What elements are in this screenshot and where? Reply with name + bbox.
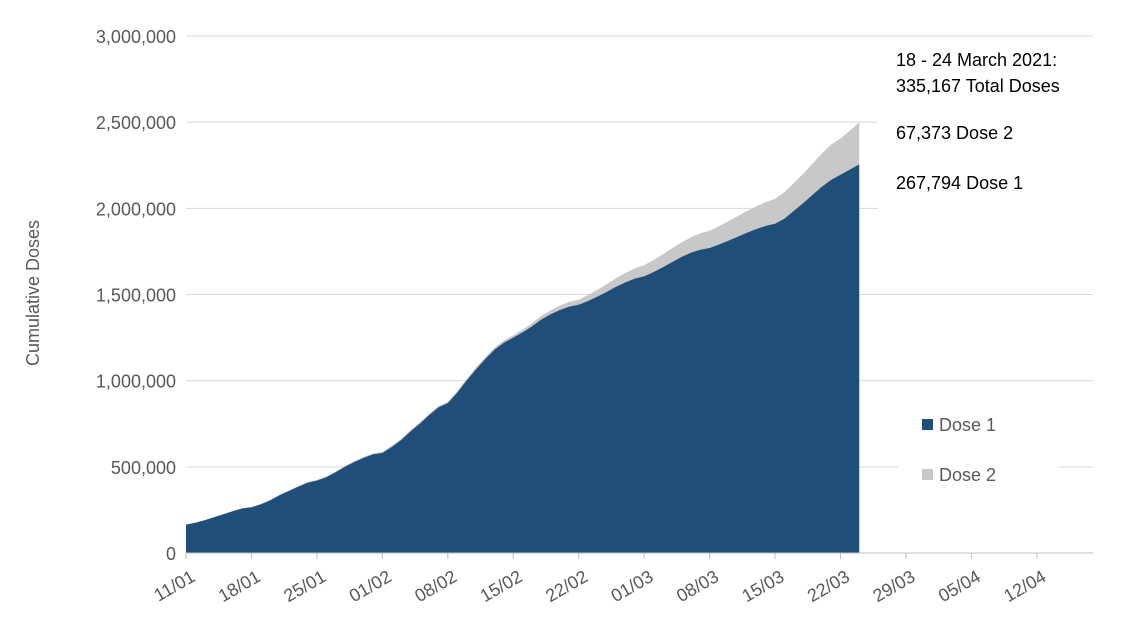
stacked-areas (186, 122, 860, 553)
legend-swatch-dose-2 (922, 469, 933, 480)
x-tick-label: 01/03 (608, 566, 657, 606)
annotation-period: 18 - 24 March 2021: (896, 50, 1057, 70)
x-tick-label: 01/02 (346, 566, 395, 606)
x-tick-label: 22/03 (804, 566, 853, 606)
x-tick-label: 08/03 (673, 566, 722, 606)
legend-background (898, 400, 1058, 498)
y-tick-label: 2,000,000 (96, 199, 176, 219)
legend-label-dose-1: Dose 1 (939, 415, 996, 435)
axes (185, 552, 1093, 559)
annotation-total: 335,167 Total Doses (896, 76, 1060, 96)
x-tick-label: 25/01 (280, 566, 329, 606)
y-tick-label: 0 (166, 544, 176, 564)
y-tick-label: 3,000,000 (96, 27, 176, 47)
legend-label-dose-2: Dose 2 (939, 465, 996, 485)
legend: Dose 1 Dose 2 (922, 415, 996, 485)
x-tick-label: 22/02 (542, 566, 591, 606)
area-dose-1 (186, 164, 860, 553)
x-tick-label: 18/01 (215, 566, 264, 606)
x-tick-label: 11/01 (151, 566, 199, 605)
x-tick-label: 12/04 (1000, 566, 1049, 606)
annotation-background (878, 40, 1093, 210)
legend-swatch-dose-1 (922, 419, 933, 430)
annotation-dose1: 267,794 Dose 1 (896, 173, 1023, 193)
x-tick-labels: 11/01 18/01 25/01 01/02 08/02 15/02 22/02 01/03… (151, 566, 1050, 606)
x-tick-label: 08/02 (411, 566, 460, 606)
x-tick-label: 29/03 (869, 566, 918, 606)
x-tick-label: 15/02 (477, 566, 526, 606)
y-axis-label: Cumulative Doses (23, 220, 43, 366)
y-tick-label: 2,500,000 (96, 113, 176, 133)
y-tick-label: 500,000 (111, 458, 176, 478)
x-tick-label: 15/03 (738, 566, 787, 606)
y-tick-label: 1,500,000 (96, 286, 176, 306)
x-tick-label: 05/04 (935, 566, 984, 606)
y-tick-label: 1,000,000 (96, 372, 176, 392)
annotation-dose2: 67,373 Dose 2 (896, 123, 1013, 143)
y-tick-labels: 0 500,000 1,000,000 1,500,000 2,000,000 2,500… (96, 27, 176, 564)
